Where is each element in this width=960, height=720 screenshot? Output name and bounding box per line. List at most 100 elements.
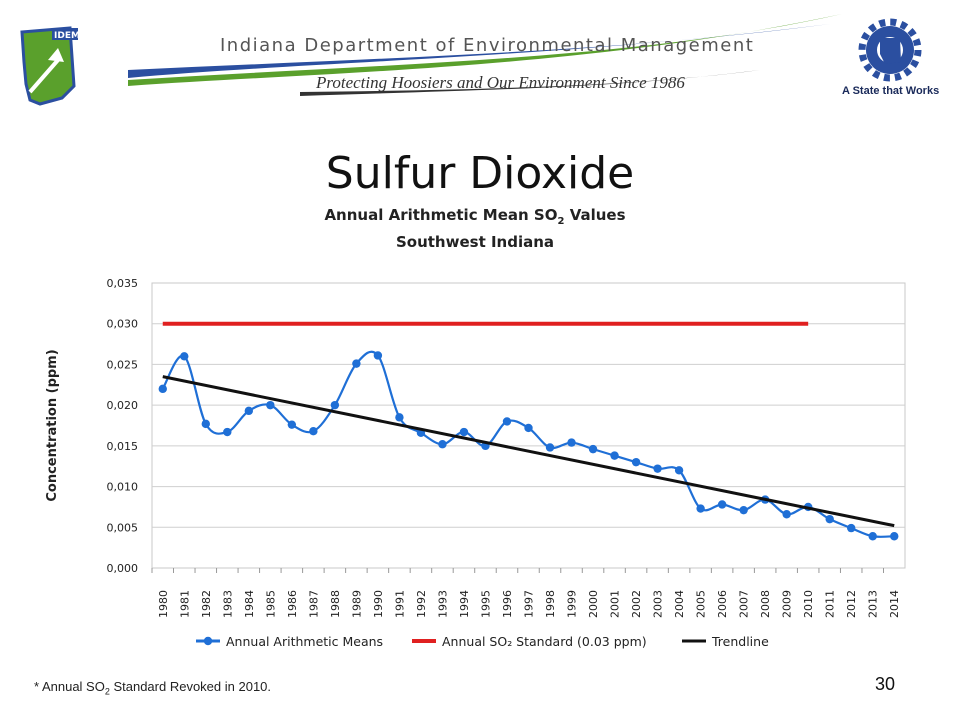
series-means-point xyxy=(223,427,232,437)
y-axis-label: Concentration (ppm) xyxy=(45,349,60,501)
x-tick-label: 2010 xyxy=(802,590,815,618)
y-tick-label: 0,010 xyxy=(107,481,139,494)
series-means-point xyxy=(674,466,684,475)
x-tick-label: 2011 xyxy=(824,590,837,618)
footnote: * Annual SO2 Standard Revoked in 2010. xyxy=(34,679,271,697)
series-means-point xyxy=(502,417,512,426)
x-tick-label: 2004 xyxy=(673,590,686,618)
series-means-point xyxy=(373,351,383,360)
x-tick-label: 2012 xyxy=(845,590,858,618)
x-tick-label: 2006 xyxy=(716,590,729,618)
x-tick-label: 1994 xyxy=(458,590,471,618)
series-means-point xyxy=(244,406,254,416)
footnote-text-end: Standard Revoked in 2010. xyxy=(109,679,272,694)
x-tick-label: 1995 xyxy=(479,590,492,618)
x-tick-label: 1998 xyxy=(544,590,557,618)
banner-swoosh-dark xyxy=(300,70,760,96)
x-tick-label: 2008 xyxy=(759,590,772,618)
series-means-point xyxy=(266,400,275,410)
x-tick-label: 2003 xyxy=(652,590,665,618)
footnote-text: * Annual SO xyxy=(34,679,105,694)
state-gear-logo: A State that Works xyxy=(842,18,939,97)
agency-name: Indiana Department of Environmental Mana… xyxy=(220,35,754,56)
x-tick-label: 2005 xyxy=(695,590,708,618)
plot-area xyxy=(151,282,906,569)
chart-subtitle: Southwest Indiana xyxy=(395,233,555,251)
x-tick-label: 2002 xyxy=(630,590,643,618)
x-tick-label: 2001 xyxy=(609,590,622,618)
series-means-point xyxy=(825,514,834,524)
series-means-point xyxy=(459,427,469,437)
legend-marker xyxy=(203,636,213,646)
series-means-point xyxy=(180,352,189,361)
x-tick-label: 1987 xyxy=(307,590,320,618)
x-tick-label: 1985 xyxy=(264,590,277,618)
legend-label: Annual Arithmetic Means xyxy=(226,634,383,649)
chart-title-main: Annual Arithmetic Mean SO xyxy=(324,206,558,224)
series-means-point xyxy=(309,427,318,436)
series-means-point xyxy=(287,420,297,429)
series-means-point xyxy=(653,464,662,473)
chart-title-suffix: Values xyxy=(564,206,626,224)
series-means-point xyxy=(567,438,576,447)
x-tick-label: 1991 xyxy=(393,590,406,618)
y-tick-label: 0,030 xyxy=(107,318,139,331)
y-tick-label: 0,015 xyxy=(107,440,139,453)
x-tick-label: 1982 xyxy=(200,590,213,618)
series-means-point xyxy=(847,523,856,533)
idem-logo: IDEM xyxy=(20,26,80,106)
y-tick-label: 0,000 xyxy=(107,562,139,575)
x-tick-label: 1986 xyxy=(286,590,299,618)
page-number: 30 xyxy=(875,674,896,694)
series-means-point xyxy=(868,532,877,541)
x-tick-label: 1989 xyxy=(350,590,363,618)
legend-label: Trendline xyxy=(711,634,769,649)
legend-label: Annual SO₂ Standard (0.03 ppm) xyxy=(442,634,647,649)
series-trendline xyxy=(162,375,895,528)
x-tick-label: 2000 xyxy=(587,590,600,618)
state-gear-logo-text: A State that Works xyxy=(842,85,939,97)
chart-title-subscript: 2 xyxy=(557,216,565,227)
series-means-point xyxy=(438,440,447,449)
chart-title: Annual Arithmetic Mean SO2 Values xyxy=(0,206,950,227)
series-means-point xyxy=(330,400,340,410)
x-tick-label: 1990 xyxy=(372,590,385,618)
x-tick-label: 1983 xyxy=(221,590,234,618)
x-tick-label: 1996 xyxy=(501,590,514,618)
x-tick-label: 2007 xyxy=(738,590,751,618)
x-tick-label: 1999 xyxy=(566,590,579,618)
y-tick-label: 0,025 xyxy=(107,358,139,371)
idem-logo-text: IDEM xyxy=(54,31,80,41)
series-means-line xyxy=(161,350,895,538)
series-means-point xyxy=(524,423,533,433)
slide-title: Sulfur Dioxide xyxy=(325,148,635,199)
series-means-point xyxy=(352,359,361,368)
series-means-point xyxy=(782,510,791,519)
x-tick-label: 1981 xyxy=(178,590,191,618)
banner-swoosh-green xyxy=(128,14,842,86)
y-tick-label: 0,020 xyxy=(107,399,139,412)
agency-tagline: Protecting Hoosiers and Our Environment … xyxy=(315,73,685,92)
series-means-point xyxy=(201,419,210,429)
series-means-point xyxy=(717,500,727,509)
x-tick-label: 2013 xyxy=(867,590,880,618)
x-tick-label: 1988 xyxy=(329,590,342,618)
series-means-point xyxy=(610,451,619,460)
x-tick-label: 1997 xyxy=(523,590,536,618)
footnote-subscript: 2 xyxy=(104,686,110,697)
series-means-point xyxy=(395,413,404,422)
series-means-point xyxy=(696,504,705,513)
series-means-point xyxy=(158,384,167,394)
x-tick-label: 1980 xyxy=(157,590,170,618)
series-means-point xyxy=(739,505,748,515)
banner-swoosh-blue xyxy=(128,24,830,78)
x-tick-label: 2009 xyxy=(781,590,794,618)
series-means-point xyxy=(631,457,641,467)
x-tick-label: 1992 xyxy=(415,590,428,618)
series-means-point xyxy=(890,532,899,541)
x-tick-label: 1993 xyxy=(436,590,449,618)
y-tick-label: 0,035 xyxy=(107,277,139,290)
header-banner: IDEM Indiana Department of Environmental… xyxy=(20,14,939,106)
series-means-point xyxy=(545,443,555,452)
